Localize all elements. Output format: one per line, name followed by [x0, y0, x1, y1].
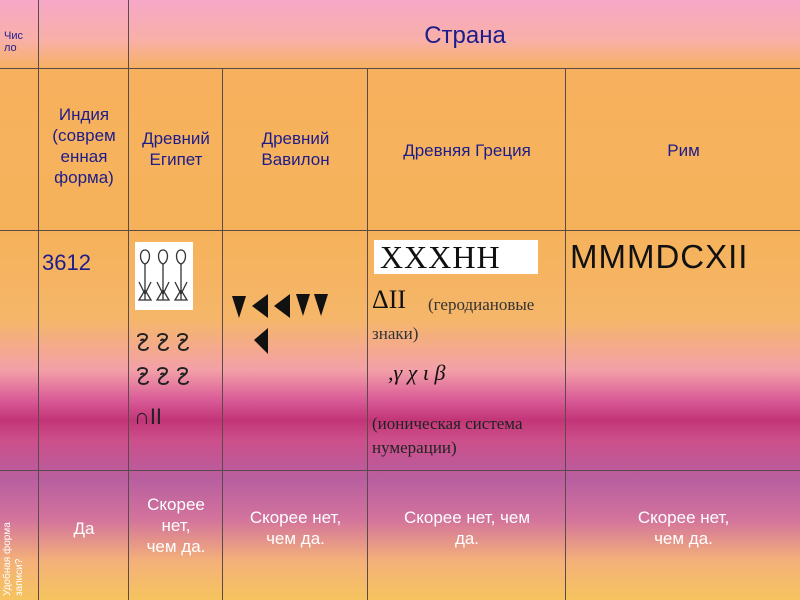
grid-line-v2 [128, 0, 129, 600]
egypt-arch-symbol: ∩II [134, 404, 163, 429]
convenience-india: Да [73, 519, 95, 538]
cuneiform-icon [228, 290, 348, 360]
convenience-greece: Скорее нет, чем да. [403, 508, 531, 548]
grid-line-v4 [367, 68, 368, 600]
grid-line-v5 [565, 68, 566, 600]
herodian-numerals-box: XXXHH [374, 240, 538, 274]
coil-hieroglyphs-icon [135, 333, 197, 397]
number-header: Чис ло [4, 30, 23, 54]
column-header-rome: Рим [667, 141, 700, 160]
grid-line-h2 [0, 230, 800, 231]
convenience-egypt: Скорее нет, чем да. [146, 495, 206, 556]
lotus-hieroglyph-icon [135, 242, 193, 310]
column-header-babylon: Древний Вавилон [261, 129, 330, 169]
column-header-egypt: Древний Египет [142, 129, 210, 169]
convenience-babylon: Скорее нет, чем да. [249, 508, 342, 548]
convenience-row-label: Удобная форма записи? [2, 522, 25, 596]
herodian-numerals-line2: ΔII [372, 285, 407, 314]
grid-line-h1 [0, 68, 800, 69]
coil-hieroglyphs-drawing [137, 333, 189, 385]
column-header-greece: Древняя Греция [403, 141, 531, 160]
country-header: Страна [424, 22, 506, 49]
grid-line-v3 [222, 68, 223, 600]
india-number: 3612 [42, 250, 91, 275]
ionic-note: (ионическая система нумерации) [372, 414, 523, 457]
grid-line-v1 [38, 0, 39, 600]
ionic-numerals: ,γ χ ι β [388, 360, 446, 385]
cuneiform-drawing [232, 294, 328, 354]
grid-line-h3 [0, 470, 800, 471]
column-header-india: Индия (соврем енная форма) [52, 105, 116, 187]
rome-numerals: MMMDCXII [570, 238, 749, 275]
convenience-rome: Скорее нет, чем да. [637, 508, 730, 548]
herodian-note: (геродиановые знаки) [372, 295, 535, 343]
lotus-hieroglyph-drawing [137, 249, 188, 301]
